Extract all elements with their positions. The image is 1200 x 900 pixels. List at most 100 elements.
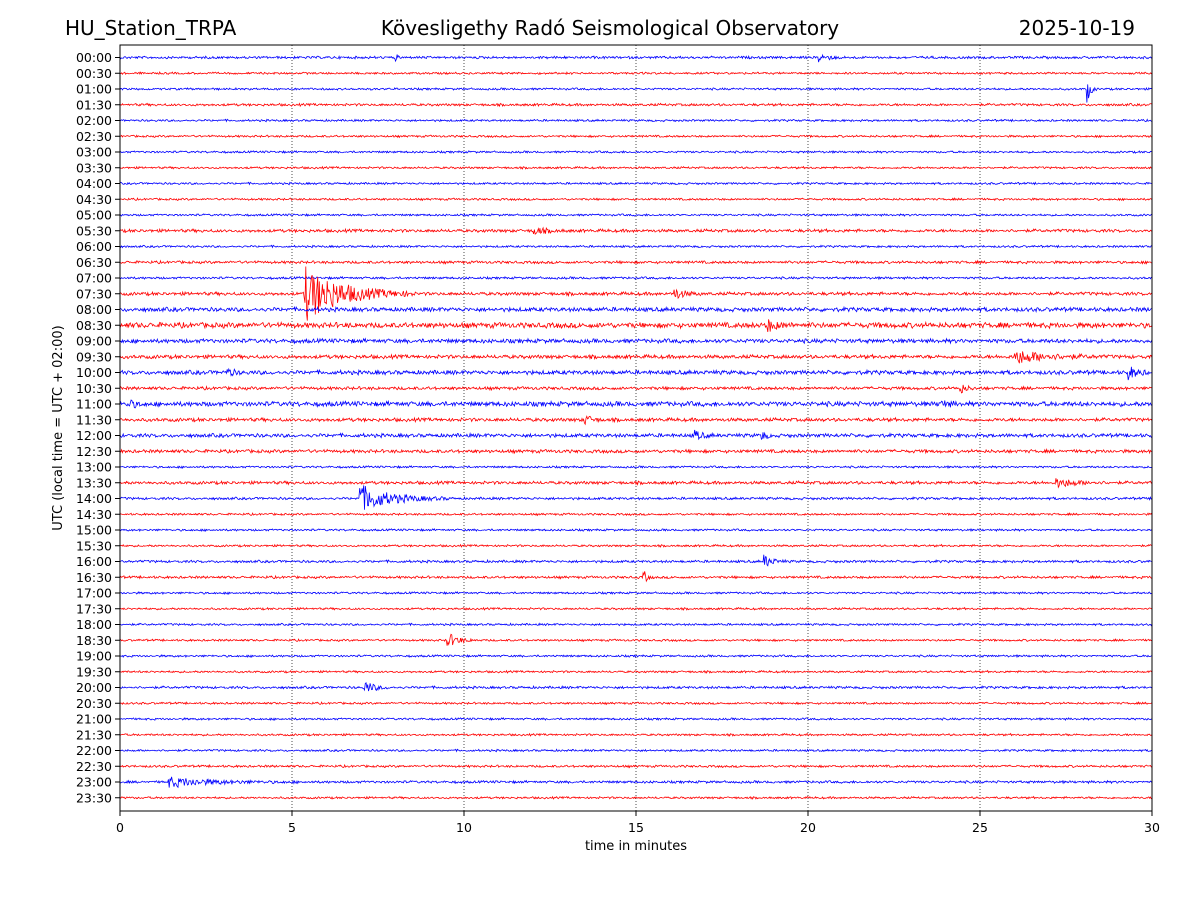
station-name: HU_Station_TRPA: [65, 16, 237, 40]
y-tick-label-1900: 19:00: [76, 649, 112, 664]
y-tick-label-1230: 12:30: [76, 444, 112, 459]
y-tick-label-1600: 16:00: [76, 554, 112, 569]
y-tick-label-1000: 10:00: [76, 365, 112, 380]
trace-1030: [119, 384, 1153, 394]
plot-frame: [119, 44, 1153, 812]
y-tick-label-1730: 17:30: [76, 601, 112, 616]
trace-1600: [119, 554, 1153, 567]
trace-0830: [119, 319, 1153, 333]
chart-title: Kövesligethy Radó Seismological Observat…: [381, 16, 839, 40]
y-tick-label-2300: 23:00: [76, 775, 112, 790]
trace-1630: [119, 571, 1153, 583]
x-tick-label-10: 10: [456, 820, 472, 835]
trace-0630: [119, 259, 1153, 265]
trace-1130: [119, 415, 1153, 426]
trace-0930: [119, 351, 1153, 364]
y-tick-label-0000: 00:00: [76, 50, 112, 65]
trace-2130: [119, 732, 1153, 737]
y-tick-label-0100: 01:00: [76, 82, 112, 97]
y-tick-label-1200: 12:00: [76, 428, 112, 443]
trace-2300: [119, 776, 1153, 789]
trace-1230: [119, 448, 1153, 455]
trace-0900: [119, 337, 1153, 345]
trace-0130: [119, 102, 1153, 108]
y-tick-label-0700: 07:00: [76, 271, 112, 286]
y-tick-label-1330: 13:30: [76, 475, 112, 490]
y-tick-label-1500: 15:00: [76, 523, 112, 538]
y-tick-label-1700: 17:00: [76, 586, 112, 601]
trace-0530: [119, 226, 1153, 235]
trace-0030: [119, 71, 1153, 76]
y-tick-label-1100: 11:00: [76, 397, 112, 412]
trace-1530: [119, 543, 1153, 548]
chart-date: 2025-10-19: [1019, 16, 1135, 40]
y-tick-label-2130: 21:30: [76, 727, 112, 742]
y-tick-label-2000: 20:00: [76, 680, 112, 695]
y-tick-label-0900: 09:00: [76, 334, 112, 349]
y-axis-label: UTC (local time = UTC + 02:00): [51, 325, 66, 530]
x-tick-label-15: 15: [628, 820, 644, 835]
trace-1330: [119, 478, 1153, 489]
y-tick-label-0130: 01:30: [76, 97, 112, 112]
y-tick-label-2200: 22:00: [76, 743, 112, 758]
trace-1500: [119, 528, 1153, 533]
trace-1900: [119, 654, 1152, 659]
y-tick-label-1800: 18:00: [76, 617, 112, 632]
trace-0800: [119, 305, 1153, 314]
trace-0330: [119, 165, 1153, 170]
trace-2330: [119, 795, 1153, 800]
trace-0430: [119, 197, 1153, 202]
x-axis-label: time in minutes: [585, 839, 687, 854]
y-tick-label-0800: 08:00: [76, 302, 112, 317]
x-tick-label-30: 30: [1144, 820, 1160, 835]
grid-lines: [291, 45, 981, 811]
y-tick-label-0830: 08:30: [76, 318, 112, 333]
y-tick-label-1430: 14:30: [76, 507, 112, 522]
y-tick-label-1130: 11:30: [76, 412, 112, 427]
y-tick-label-1830: 18:30: [76, 633, 112, 648]
trace-1700: [119, 591, 1153, 596]
y-tick-label-0300: 03:00: [76, 145, 112, 160]
trace-0730: [119, 266, 1153, 321]
y-tick-label-0230: 02:30: [76, 129, 112, 144]
x-tick-label-0: 0: [116, 820, 124, 835]
trace-2100: [119, 717, 1153, 722]
trace-1430: [119, 512, 1153, 517]
trace-0300: [119, 150, 1153, 155]
y-tick-label-0200: 02:00: [76, 113, 112, 128]
y-tick-label-0930: 09:30: [76, 349, 112, 364]
trace-0600: [119, 244, 1153, 249]
y-tick-label-0030: 00:30: [76, 66, 112, 81]
y-tick-label-2030: 20:30: [76, 696, 112, 711]
trace-2000: [119, 682, 1153, 692]
trace-1830: [119, 633, 1153, 646]
y-tick-label-1030: 10:30: [76, 381, 112, 396]
y-tick-label-0500: 05:00: [76, 208, 112, 223]
trace-0230: [119, 134, 1153, 139]
trace-0100: [119, 84, 1153, 103]
trace-0200: [119, 118, 1153, 123]
row-labels: 00:0000:3001:0001:3002:0002:3003:0003:30…: [76, 50, 120, 805]
y-tick-label-0600: 06:00: [76, 239, 112, 254]
y-tick-label-0730: 07:30: [76, 286, 112, 301]
trace-1100: [119, 399, 1153, 409]
y-tick-label-2330: 23:30: [76, 790, 112, 805]
y-tick-label-0430: 04:30: [76, 192, 112, 207]
trace-0000: [119, 53, 1153, 63]
y-tick-label-1400: 14:00: [76, 491, 112, 506]
trace-0500: [119, 212, 1153, 218]
y-tick-label-0530: 05:30: [76, 223, 112, 238]
trace-1730: [119, 606, 1153, 611]
trace-1800: [119, 622, 1153, 627]
trace-group: [119, 53, 1153, 800]
trace-1300: [119, 465, 1153, 470]
trace-2200: [119, 748, 1153, 753]
y-tick-label-1300: 13:00: [76, 460, 112, 475]
x-tick-label-5: 5: [288, 820, 296, 835]
x-tick-label-25: 25: [972, 820, 988, 835]
trace-0400: [119, 181, 1153, 186]
y-tick-label-2230: 22:30: [76, 759, 112, 774]
trace-2030: [119, 701, 1153, 706]
trace-0700: [119, 275, 1153, 281]
